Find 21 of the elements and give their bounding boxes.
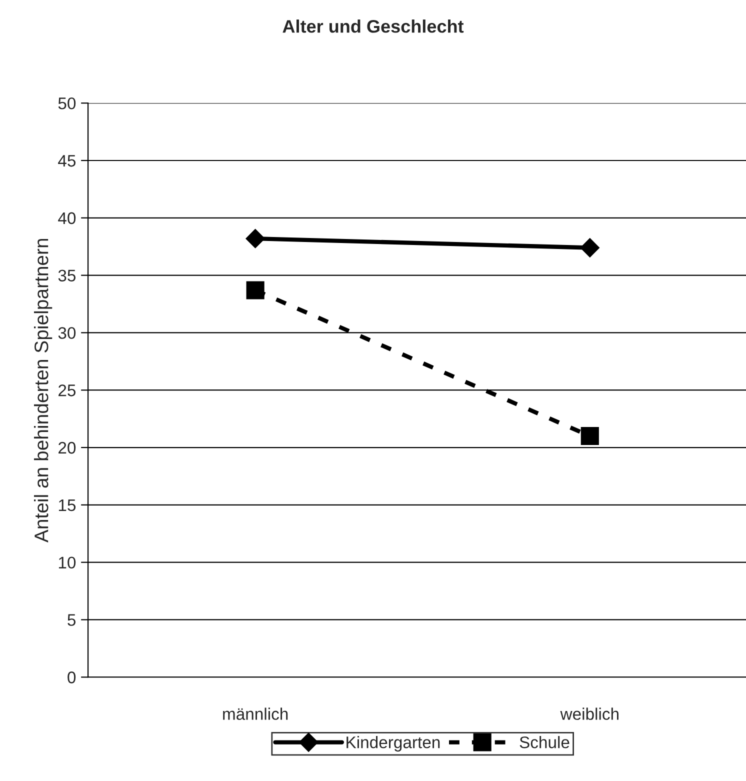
point <box>246 281 264 300</box>
legend-label: Schule <box>520 736 570 748</box>
y-tick-label: 50 <box>58 97 76 110</box>
y-tick-label: 35 <box>58 270 76 282</box>
y-tick-label: 0 <box>68 672 76 684</box>
y-tick-label: 30 <box>58 327 76 339</box>
point <box>580 238 600 258</box>
chart-title: Alter und Geschlecht <box>282 20 464 33</box>
y-tick-label: 45 <box>58 155 76 167</box>
point <box>246 229 265 248</box>
y-axis-title: Anteil an behinderten Spielpartnern <box>34 238 52 542</box>
y-tick-label: 5 <box>68 614 76 626</box>
y-tick-label: 10 <box>58 556 76 569</box>
x-tick-label: weiblich <box>560 708 618 720</box>
y-tick-label: 20 <box>58 442 76 454</box>
point <box>580 427 599 446</box>
y-tick-label: 40 <box>58 212 76 224</box>
y-tick-label: 15 <box>58 499 76 512</box>
x-tick-label: männlich <box>223 708 288 720</box>
y-tick-label: 25 <box>58 384 76 396</box>
legend-label: Kindergarten <box>346 736 440 752</box>
